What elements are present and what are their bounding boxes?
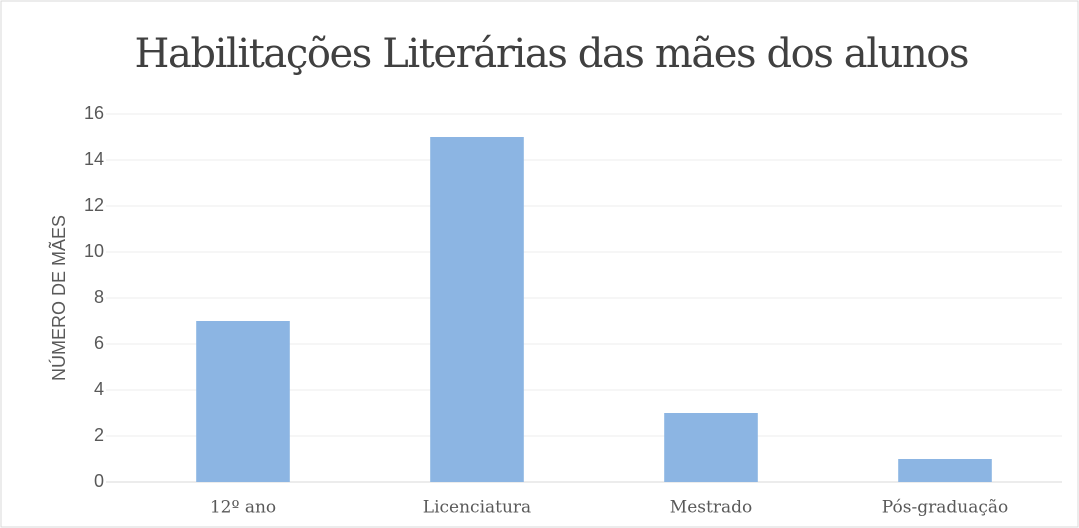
x-tick-label: Pós-graduação: [882, 498, 1008, 518]
chart-title: Habilitações Literárias das mães dos alu…: [135, 31, 970, 77]
y-axis-label: NÚMERO DE MÃES: [48, 215, 69, 381]
x-tick-label: Licenciatura: [423, 498, 531, 518]
y-tick-label: 4: [94, 379, 104, 399]
y-tick-label: 16: [84, 103, 104, 123]
y-tick-label: 2: [94, 425, 104, 445]
bar: [898, 459, 992, 482]
bar: [196, 321, 290, 482]
y-tick-label: 10: [84, 241, 104, 261]
y-tick-label: 12: [84, 195, 104, 215]
bar: [430, 137, 524, 482]
x-tick-label: 12º ano: [210, 498, 276, 518]
y-tick-label: 14: [84, 149, 104, 169]
bar: [664, 413, 758, 482]
y-tick-label: 0: [94, 471, 104, 491]
y-tick-label: 6: [94, 333, 104, 353]
x-tick-label: Mestrado: [670, 498, 752, 518]
y-tick-label: 8: [94, 287, 104, 307]
